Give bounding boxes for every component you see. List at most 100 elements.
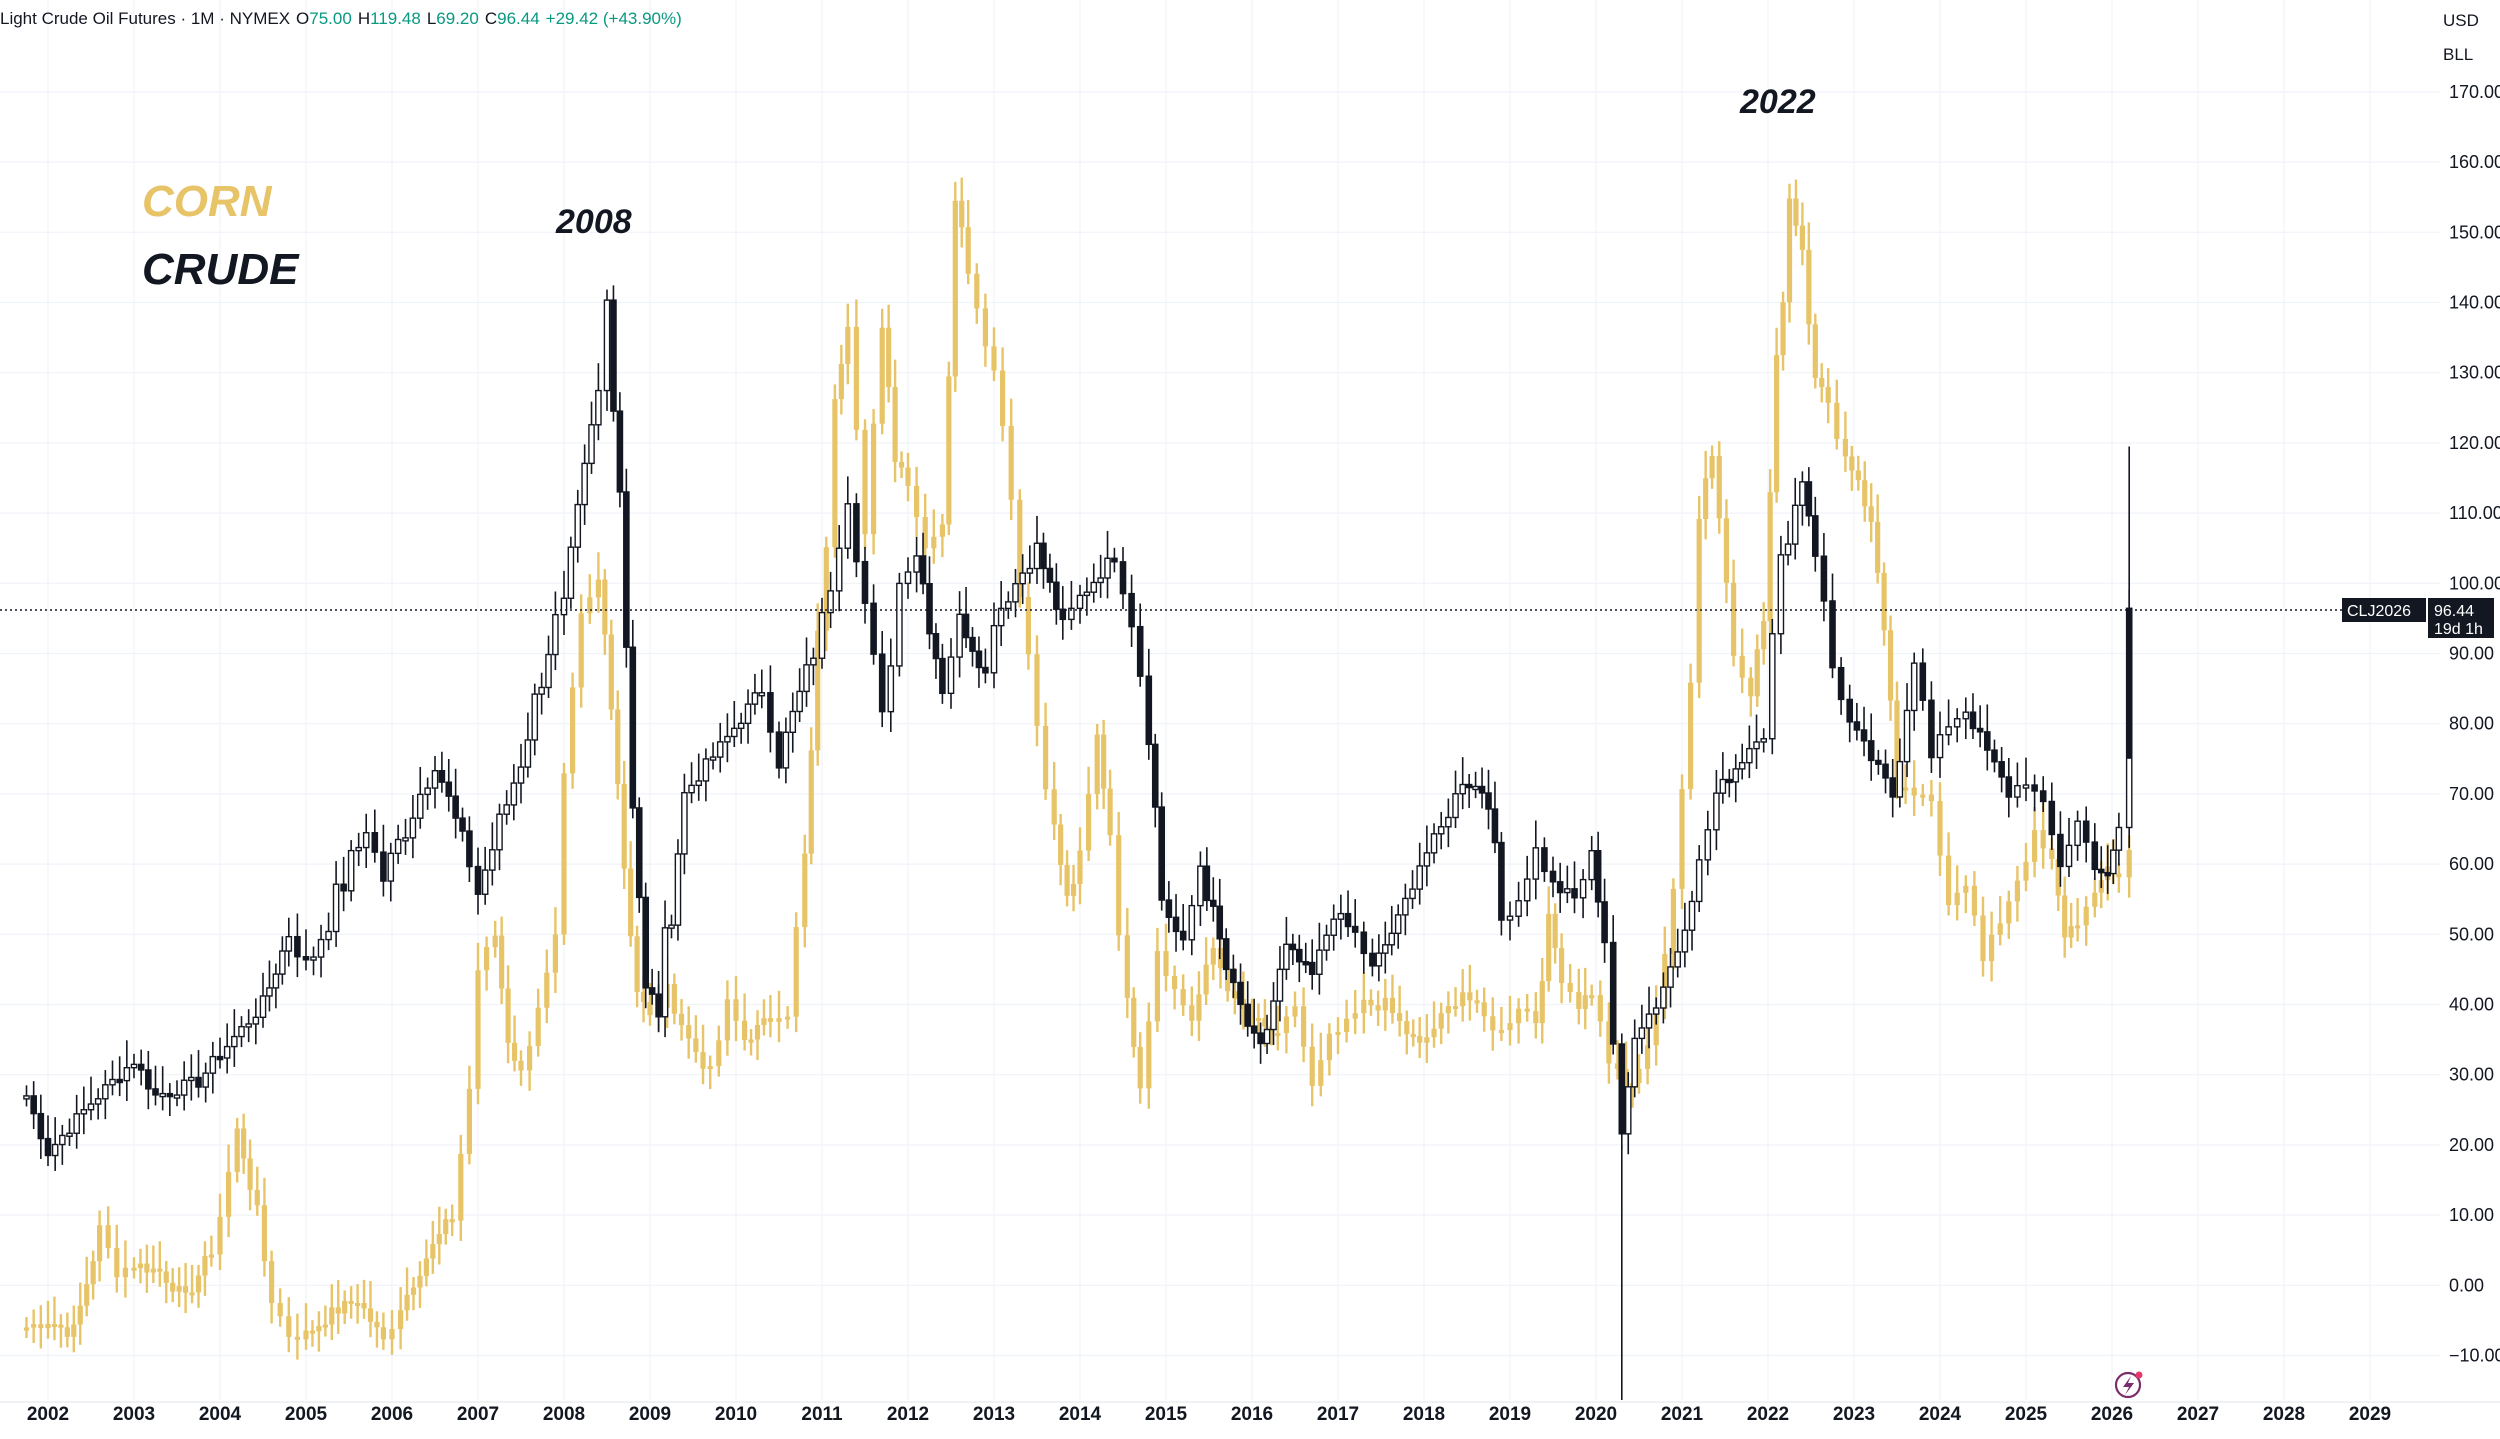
corn-bar (1154, 927, 1160, 1032)
crude-candle (648, 968, 656, 1005)
corn-bar (570, 672, 576, 789)
corn-bar (1107, 769, 1113, 846)
corn-bar (1971, 871, 1977, 927)
x-tick-label: 2024 (1919, 1404, 1962, 1425)
currency-label[interactable]: USD (2443, 11, 2479, 30)
x-tick-label: 2025 (2005, 1404, 2048, 1425)
crude-candle (552, 591, 559, 670)
y-tick-label: 70.00 (2449, 784, 2494, 804)
corn-bar (1597, 980, 1603, 1037)
crude-candle (66, 1118, 73, 1146)
crude-candle (503, 790, 510, 825)
crude-candle (466, 816, 473, 883)
crude-candle (159, 1066, 166, 1111)
crude-candle (37, 1094, 45, 1159)
crude-candle (2097, 846, 2105, 889)
crude-candle (1928, 681, 1935, 774)
crude-candle (1645, 986, 1653, 1049)
crude-candle (123, 1040, 131, 1102)
corn-bar (1614, 1040, 1621, 1080)
time-axis[interactable]: 2002 2003 2004 2005 2006 2007 2008 2009 2010 2011… (0, 1401, 2500, 1425)
crude-candle (1005, 591, 1012, 619)
y-tick-label: 150.00 (2449, 222, 2500, 242)
corn-bar (31, 1309, 37, 1343)
corn-bar (1210, 937, 1216, 981)
corn-bar (1688, 663, 1694, 800)
corn-bar (1410, 1019, 1416, 1047)
crude-candle (2109, 839, 2117, 885)
crude-candle (1388, 905, 1396, 956)
corn-bar (1849, 445, 1855, 491)
corn-bar (449, 1204, 455, 1237)
corn-bar (226, 1144, 232, 1238)
crude-candle (603, 289, 611, 411)
crude-candle (1136, 603, 1144, 687)
crude-candle (438, 751, 446, 793)
crude-candle (789, 692, 797, 753)
y-tick-label: 40.00 (2449, 995, 2494, 1015)
crude-candle (1351, 899, 1359, 948)
crude-candle (1882, 749, 1889, 794)
crude-candle (1811, 496, 1819, 572)
corn-bar (1754, 634, 1760, 707)
symbol-title[interactable]: Light Crude Oil Futures · 1M · NYMEX (0, 9, 291, 28)
corn-bar (1786, 183, 1793, 323)
crude-candle (538, 672, 545, 715)
corn-bar (922, 493, 928, 559)
crude-candle (827, 571, 834, 629)
crude-candle (1777, 535, 1785, 655)
crude-candle (1896, 738, 1904, 808)
crude-candle (975, 636, 983, 688)
y-tick-label: 110.00 (2449, 503, 2500, 523)
crude-candle (1068, 580, 1075, 630)
crude-candle (517, 743, 525, 804)
crude-candle (1402, 883, 1409, 936)
corn-bar (959, 177, 965, 248)
crude-candle (702, 748, 710, 802)
crude-candle (1936, 711, 1944, 778)
corn-bar (1582, 967, 1588, 1030)
crude-candle (431, 755, 439, 809)
crude-candle (1631, 1019, 1638, 1098)
crude-candle (990, 602, 998, 689)
corn-bar (535, 988, 541, 1057)
corn-bar (1445, 991, 1451, 1034)
x-tick-label: 2006 (371, 1404, 413, 1425)
corn-bar (189, 1265, 195, 1304)
x-tick-label: 2017 (1317, 1404, 1359, 1425)
crude-candle (1158, 792, 1165, 911)
corn-bar (2014, 865, 2020, 922)
crude-candle (853, 493, 860, 578)
x-tick-label: 2028 (2263, 1404, 2305, 1425)
unit-label[interactable]: BLL (2443, 45, 2473, 64)
crude-candle (109, 1060, 116, 1096)
crude-candle (1674, 928, 1681, 978)
corn-bar (144, 1244, 150, 1293)
corn-bar (492, 920, 498, 958)
price-axis[interactable]: 170.00 160.00 150.00 140.00 130.00 120.00 110.… (2449, 82, 2500, 1366)
x-tick-label: 2027 (2177, 1404, 2219, 1425)
corn-bar (170, 1268, 176, 1303)
lightning-icon[interactable] (2114, 1371, 2143, 1399)
crude-candle (2022, 757, 2030, 802)
corn-bar (1474, 989, 1480, 1013)
crude-candle (674, 839, 682, 941)
corn-bar (51, 1296, 58, 1341)
crude-candle (982, 648, 989, 684)
crude-candle (1097, 554, 1104, 598)
corn-bar (137, 1248, 144, 1284)
chart-grid (0, 0, 2440, 1400)
crude-candle (1784, 520, 1792, 566)
corn-bar (974, 263, 980, 324)
corn-bar (724, 980, 730, 1056)
crude-candle (481, 846, 489, 905)
corn-bar (552, 907, 558, 994)
corn-bar (499, 916, 505, 1004)
corn-bar (1275, 1005, 1281, 1051)
corn-bar (367, 1281, 374, 1338)
crude-candle (347, 840, 355, 902)
corn-bar (1301, 987, 1307, 1063)
price-tag-price: 96.44 (2434, 603, 2474, 620)
crude-candle (1652, 997, 1660, 1025)
